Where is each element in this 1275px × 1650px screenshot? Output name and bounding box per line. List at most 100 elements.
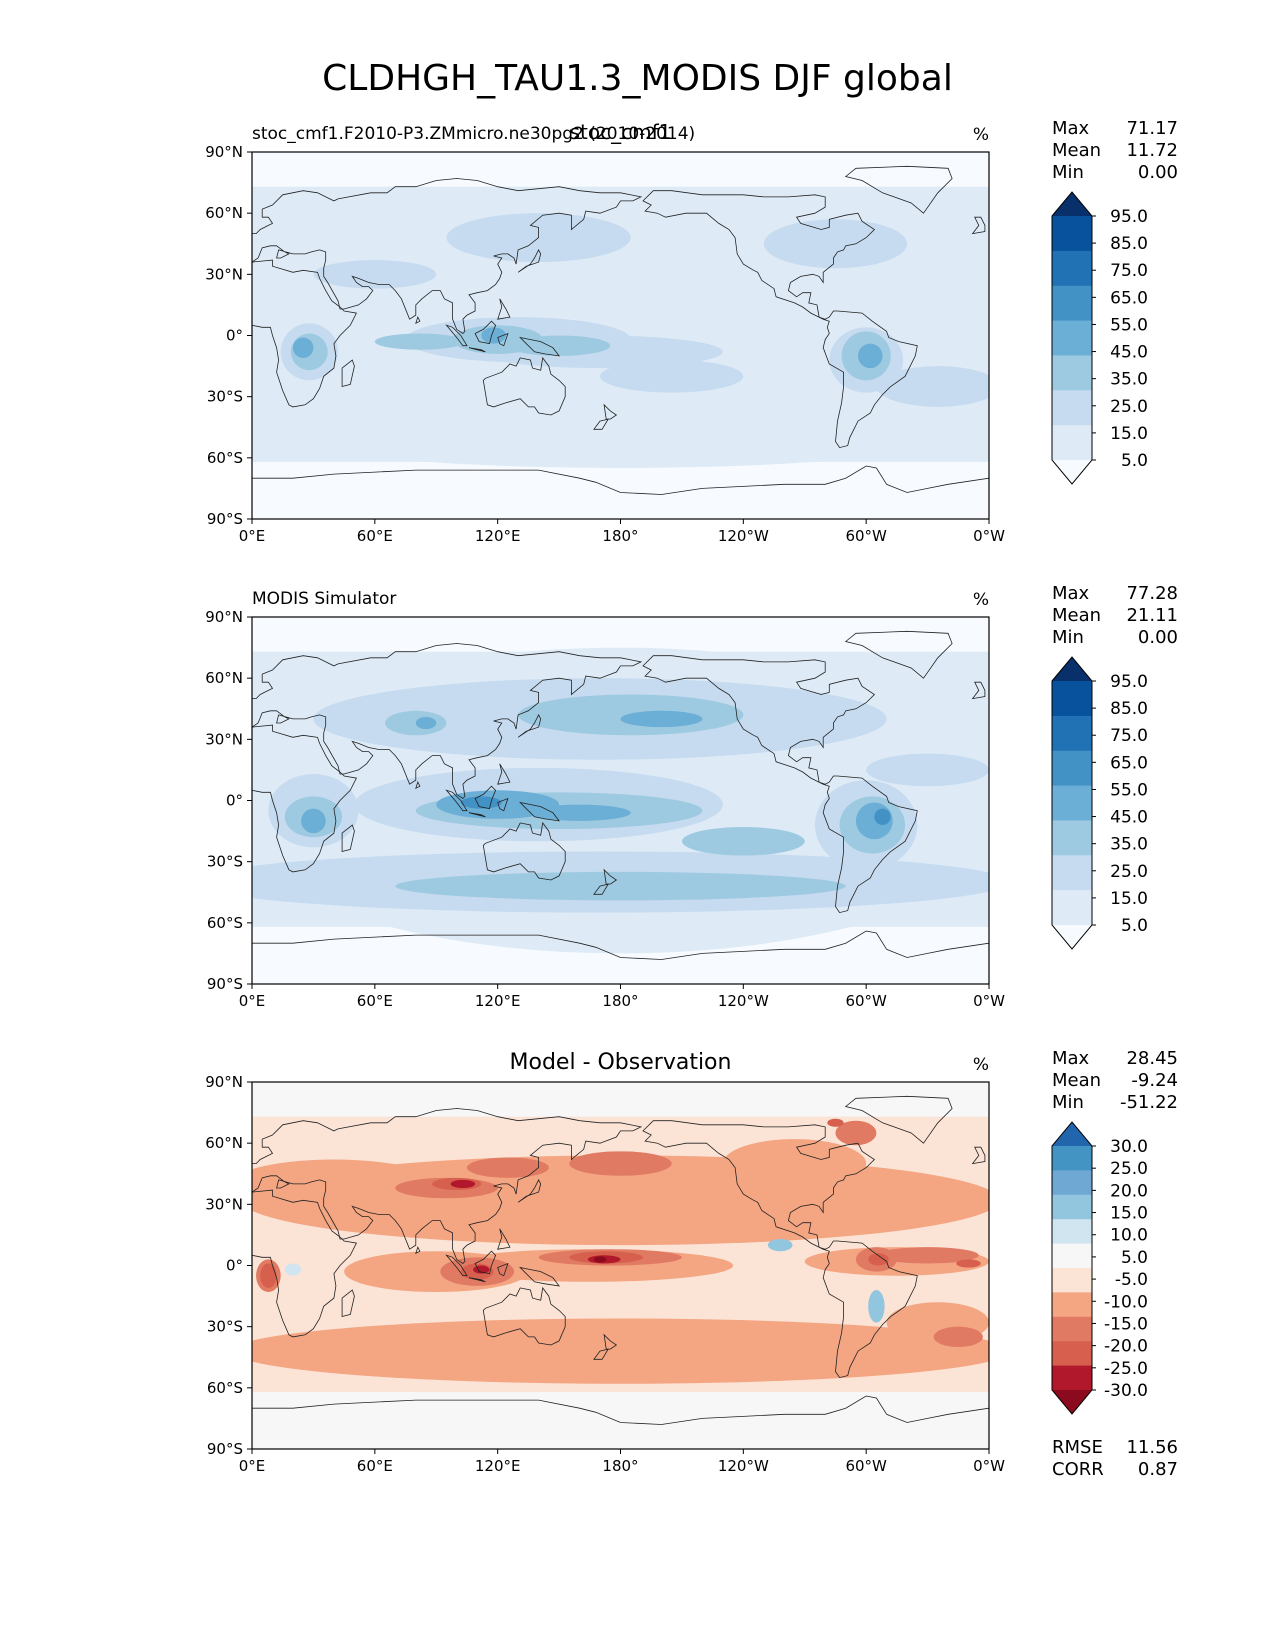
- colorbar-level-label: 20.0: [1110, 1181, 1148, 1201]
- stat-value: 0.00: [1138, 627, 1178, 648]
- coastline: [642, 655, 918, 914]
- colorbar-level-label: 15.0: [1110, 889, 1148, 909]
- colorbar-segment: [1052, 320, 1092, 356]
- coastline: [252, 1189, 357, 1338]
- x-tick-label: 60°W: [845, 1457, 887, 1475]
- x-tick-label: 0°W: [973, 527, 1005, 545]
- coastline: [474, 320, 497, 345]
- x-tick-label: 0°E: [239, 992, 266, 1010]
- x-tick-label: 180°: [602, 1457, 638, 1475]
- heatmap-cell: [252, 1318, 989, 1384]
- colorbar-segment: [1052, 216, 1092, 252]
- coastlines: [252, 630, 989, 984]
- coastline: [844, 165, 953, 214]
- colorbar-level-label: 75.0: [1110, 261, 1148, 281]
- chart-panel-3: 0°E 60°E 120°E 180° 120°W 60°W 0°W 90°N 60°N 30°N…: [205, 1048, 1178, 1480]
- stat-value: 21.11: [1126, 605, 1178, 626]
- colorbar-extend-bottom: [1052, 1390, 1092, 1414]
- heatmap-cell: [374, 333, 465, 350]
- heatmap-cell: [313, 260, 437, 289]
- y-tick-label: 30°S: [207, 853, 243, 871]
- colorbar-level-label: -15.0: [1104, 1314, 1148, 1334]
- coastline: [415, 1246, 421, 1255]
- colorbar-level-label: -30.0: [1104, 1381, 1148, 1401]
- x-tick-label: 120°E: [475, 527, 521, 545]
- colorbar-segment: [1052, 285, 1092, 322]
- y-tick-label: 0°: [226, 792, 243, 810]
- heatmap-cell: [722, 1139, 867, 1189]
- heatmap-cell: [481, 327, 506, 344]
- colorbar-level-label: -5.0: [1115, 1270, 1148, 1290]
- colorbar-segment: [1052, 785, 1092, 821]
- x-tick-label: 120°W: [718, 1457, 769, 1475]
- stat-label: Min: [1052, 1092, 1084, 1113]
- coastline: [519, 1266, 561, 1287]
- y-tick-label: 90°S: [207, 1440, 243, 1458]
- coastline: [252, 930, 989, 984]
- x-tick-label: 180°: [602, 527, 638, 545]
- coastline: [971, 681, 986, 700]
- coastline: [642, 190, 918, 449]
- panel-title-center: Model - Observation: [510, 1050, 732, 1075]
- x-tick-label: 0°W: [973, 992, 1005, 1010]
- chart-panel-1: 0°E 60°E 120°E 180° 120°W 60°W 0°W 90°N 60°N 30°N…: [205, 118, 1178, 545]
- units-label: %: [973, 125, 989, 145]
- units-label: %: [973, 590, 989, 610]
- stat-value: 77.28: [1126, 583, 1178, 604]
- coastline: [341, 824, 355, 853]
- coastline: [341, 359, 355, 388]
- stat-label: Mean: [1052, 140, 1101, 161]
- stat-value: -51.22: [1120, 1092, 1178, 1113]
- coastline: [593, 418, 610, 430]
- coastline: [341, 1289, 355, 1318]
- colorbar-segment: [1052, 820, 1092, 856]
- heatmap-cell: [868, 1253, 889, 1266]
- coastline: [445, 324, 468, 347]
- colorbar-level-label: 35.0: [1110, 835, 1148, 855]
- coastline: [517, 714, 542, 738]
- heatmap-cell: [767, 1238, 793, 1252]
- chart-panel-2: 0°E 60°E 120°E 180° 120°W 60°W 0°W 90°N 60°N 30°N…: [205, 583, 1178, 1010]
- coastline: [474, 785, 497, 810]
- colorbar-level-label: 15.0: [1110, 1204, 1148, 1224]
- colorbar-level-label: 10.0: [1110, 1226, 1148, 1246]
- colorbar-level-label: 5.0: [1121, 916, 1148, 936]
- colorbar-segment: [1052, 1341, 1092, 1367]
- stat-value: 28.45: [1126, 1048, 1178, 1069]
- stat-label: Min: [1052, 627, 1084, 648]
- colorbar-segment: [1052, 250, 1092, 287]
- x-tick-label: 120°W: [718, 992, 769, 1010]
- x-tick-label: 120°E: [475, 1457, 521, 1475]
- x-tick-label: 120°W: [718, 527, 769, 545]
- heatmap-cell: [600, 359, 744, 393]
- stat-value: 0.00: [1138, 162, 1178, 183]
- heatmap-cell: [866, 753, 989, 787]
- coastline: [252, 724, 357, 873]
- heatmap-cell: [385, 710, 447, 736]
- colorbar-extend-top: [1052, 192, 1092, 216]
- y-tick-label: 0°: [226, 327, 243, 345]
- colorbar-extend-top: [1052, 1122, 1092, 1146]
- colorbar-level-label: -20.0: [1104, 1337, 1148, 1357]
- colorbar-level-label: 85.0: [1110, 699, 1148, 719]
- colorbar-level-label: 95.0: [1110, 672, 1148, 692]
- stat-value: -9.24: [1131, 1070, 1178, 1091]
- coastline: [252, 178, 643, 335]
- coastlines: [252, 165, 989, 519]
- coastline: [519, 801, 561, 822]
- heatmap-cell: [252, 366, 989, 469]
- stat-value: 11.72: [1126, 140, 1178, 161]
- x-tick-label: 60°E: [357, 992, 393, 1010]
- colorbar-segment: [1052, 1170, 1092, 1196]
- heatmap-cell: [593, 1256, 607, 1263]
- colorbar-segment: [1052, 1194, 1092, 1220]
- colorbar-segment: [1052, 390, 1092, 426]
- heatmap-cell: [507, 335, 611, 356]
- heatmap-cell: [466, 1157, 549, 1178]
- colorbar-segment: [1052, 750, 1092, 787]
- heatmap-cell: [252, 1159, 437, 1209]
- heatmap-cell: [763, 219, 908, 269]
- colorbar-segment: [1052, 855, 1092, 891]
- colorbar-segment: [1052, 1292, 1092, 1318]
